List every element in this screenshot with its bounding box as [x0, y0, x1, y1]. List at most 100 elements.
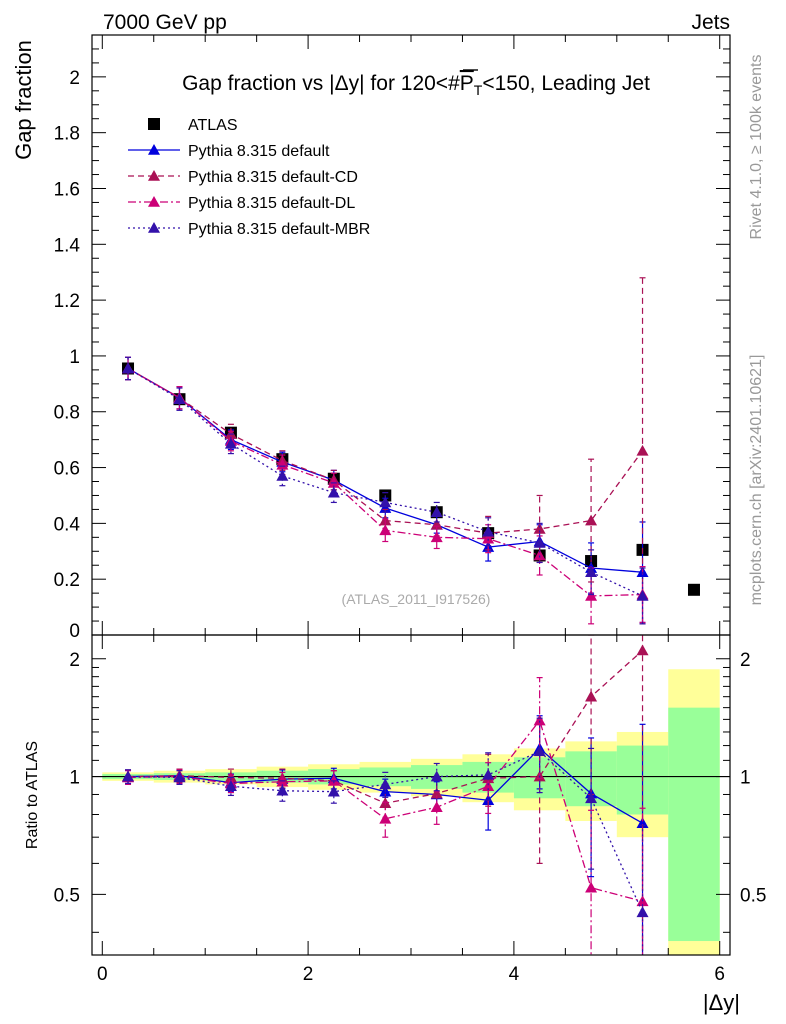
- ratio-data-point: [173, 771, 186, 783]
- mc-data-point: [585, 566, 598, 578]
- ratio-data-point: [379, 778, 392, 790]
- ratio-plot-ticks: 0.5 0.5 1 1 2 2 0 2 4 6: [54, 635, 766, 985]
- legend-label: ATLAS: [188, 117, 238, 134]
- mc-data-point: [430, 518, 443, 530]
- mcplots-label: mcplots.cern.ch [arXiv:2401.10621]: [748, 355, 765, 606]
- ratio-y-axis-title: Ratio to ATLAS: [24, 741, 41, 849]
- legend-item: Pythia 8.315 default-MBR: [128, 221, 370, 238]
- ratio-data-point: [430, 787, 443, 799]
- mc-data-point: [276, 458, 289, 470]
- main-plot-ticks: 0 0.2 0.4 0.6 0.8 1 1.2 1.4 1.6 1.8 2: [54, 35, 730, 642]
- title-suffix: <150, Leading Jet: [482, 72, 650, 95]
- ratio-data-point: [636, 644, 649, 656]
- ratio-y-tick-label: 0.5: [54, 885, 80, 906]
- mc-data-point: [636, 444, 649, 456]
- ratio-data-point: [585, 881, 598, 893]
- title-mid: | for 120<#: [359, 72, 460, 95]
- title-subscript: T: [474, 82, 483, 98]
- y-tick-label: 1.6: [54, 179, 80, 200]
- ratio-y-tick-label: 2: [69, 650, 80, 671]
- ratio-series-pythia-8-315-default-mbr: [122, 717, 649, 955]
- title-prefix: Gap fraction vs |: [182, 72, 335, 95]
- legend: ATLAS Pythia 8.315 default Pythia 8.315 de…: [128, 117, 370, 238]
- series-line: [127, 367, 643, 597]
- mc-data-point: [482, 532, 495, 544]
- y-tick-label: 0.4: [54, 514, 81, 535]
- legend-marker: [148, 170, 160, 181]
- ratio-y-tick-label-right: 2: [740, 650, 751, 671]
- ratio-line: [128, 719, 643, 902]
- ratio-y-tick-label-right: 0.5: [740, 885, 766, 906]
- legend-marker: [148, 196, 160, 207]
- mc-data-point: [533, 536, 546, 548]
- mc-data-point: [379, 524, 392, 536]
- mc-data-point: [533, 549, 546, 561]
- mc-data-point: [327, 486, 340, 498]
- legend-label: Pythia 8.315 default: [188, 143, 330, 160]
- x-tick-label: 0: [97, 964, 108, 985]
- ratio-data-point: [224, 780, 237, 791]
- ratio-data-point: [533, 714, 546, 726]
- x-tick-label: 6: [714, 964, 725, 985]
- legend-marker: [148, 118, 160, 130]
- mc-data-point: [173, 393, 186, 404]
- legend-item: Pythia 8.315 default-CD: [128, 169, 358, 186]
- y-tick-label: 1: [69, 347, 80, 368]
- ratio-plot-panel: 0.5 0.5 1 1 2 2 0 2 4 6: [54, 634, 766, 985]
- title-pbar: P: [460, 72, 474, 95]
- ratio-series-pythia-8-315-default-dl: [122, 677, 649, 955]
- series-pythia-8-315-default-cd: [122, 277, 649, 625]
- main-plot-data: [122, 277, 700, 625]
- rivet-version-label: Rivet 4.1.0, ≥ 100k events: [748, 55, 765, 240]
- y-tick-label: 1.4: [54, 235, 81, 256]
- mc-data-point: [636, 589, 649, 601]
- series-atlas: [122, 362, 700, 596]
- mc-data-point: [430, 506, 443, 518]
- ratio-data-point: [430, 770, 443, 782]
- ratio-y-tick-label-right: 1: [740, 768, 751, 789]
- atlas-data-point: [687, 583, 700, 596]
- energy-label: 7000 GeV pp: [103, 11, 227, 34]
- x-axis-title: |Δy|: [703, 990, 740, 1015]
- analysis-watermark: (ATLAS_2011_I917526): [342, 591, 491, 607]
- process-label: Jets: [691, 11, 730, 34]
- mc-data-point: [585, 514, 598, 526]
- ratio-data-point: [482, 768, 495, 780]
- series-line: [127, 367, 643, 597]
- ratio-plot-data: [92, 635, 730, 955]
- ratio-data-point: [482, 780, 495, 791]
- legend-label: Pythia 8.315 default-CD: [188, 169, 358, 186]
- mc-data-point: [430, 531, 443, 543]
- mc-data-point: [122, 362, 135, 374]
- mc-data-point: [379, 502, 392, 513]
- uncertainty-band-inner: [668, 707, 720, 942]
- y-tick-label: 0: [69, 621, 80, 642]
- legend-item: ATLAS: [148, 117, 238, 134]
- legend-item: Pythia 8.315 default-DL: [128, 195, 355, 212]
- legend-label: Pythia 8.315 default-DL: [188, 195, 355, 212]
- legend-item: Pythia 8.315 default: [128, 143, 330, 160]
- chart-title: Gap fraction vs |Δy| for 120<#PT<150, Le…: [182, 72, 650, 98]
- ratio-data-point: [122, 770, 135, 782]
- mc-data-point: [379, 496, 392, 508]
- y-tick-label: 0.8: [54, 403, 80, 424]
- x-tick-label: 2: [303, 964, 314, 985]
- ratio-data-point: [327, 785, 340, 797]
- ratio-data-point: [379, 812, 392, 824]
- y-tick-label: 2: [69, 68, 80, 89]
- y-tick-label: 1.8: [54, 124, 80, 145]
- ratio-y-tick-label: 1: [69, 768, 80, 789]
- mc-data-point: [585, 589, 598, 601]
- y-tick-label: 0.2: [54, 570, 80, 591]
- ratio-data-point: [276, 784, 289, 796]
- ratio-line: [128, 750, 644, 913]
- ratio-data-point: [430, 801, 443, 813]
- legend-label: Pythia 8.315 default-MBR: [188, 221, 370, 238]
- mc-data-point: [533, 522, 546, 534]
- ratio-data-point: [585, 792, 598, 804]
- ratio-data-point: [585, 690, 598, 702]
- legend-marker: [148, 222, 160, 233]
- mc-data-point: [224, 437, 237, 449]
- y-tick-label: 0.6: [54, 459, 80, 480]
